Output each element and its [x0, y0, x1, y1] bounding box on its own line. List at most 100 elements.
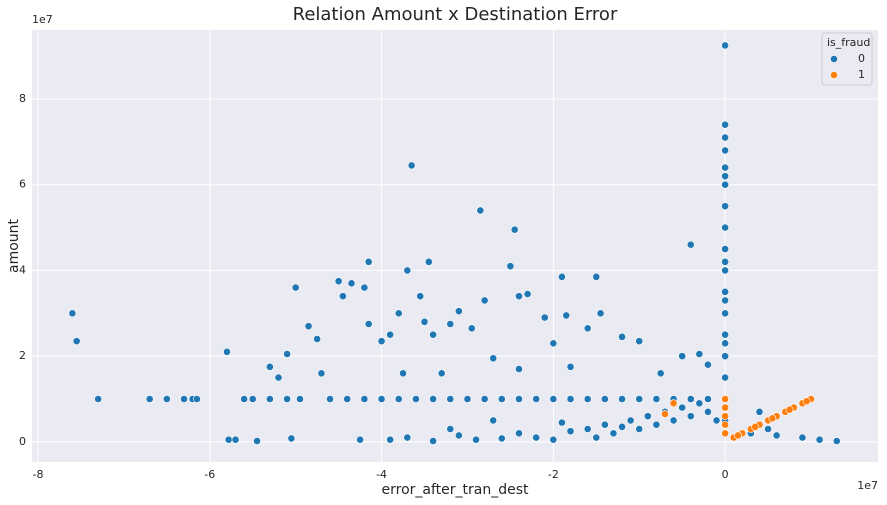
scatter-point — [721, 373, 730, 382]
scatter-point — [532, 433, 541, 442]
scatter-point — [802, 397, 811, 406]
legend-label: 0 — [858, 52, 865, 65]
scatter-point — [721, 395, 730, 403]
scatter-point — [343, 395, 352, 403]
scatter-point — [463, 395, 472, 403]
scatter-point — [721, 266, 730, 275]
scatter-point — [334, 277, 343, 286]
scatter-point — [678, 352, 687, 361]
scatter-point — [248, 395, 257, 403]
scatter-point — [721, 133, 730, 142]
scatter-point — [446, 395, 455, 403]
scatter-point — [291, 283, 300, 292]
scatter-point — [283, 350, 291, 358]
scatter-point — [635, 395, 644, 403]
scatter-point — [721, 41, 730, 50]
scatter-point — [313, 335, 322, 343]
scatter-point — [532, 395, 541, 403]
scatter-point — [721, 223, 730, 232]
scatter-point — [446, 320, 455, 328]
scatter-point — [785, 405, 794, 414]
legend: is_fraud 0 1 — [821, 32, 873, 86]
scatter-point — [751, 422, 760, 431]
scatter-point — [145, 395, 154, 403]
scatter-point — [403, 266, 412, 275]
scatter-point — [296, 395, 304, 403]
scatter-point — [686, 412, 695, 421]
scatter-point — [377, 395, 386, 403]
scatter-point — [721, 420, 730, 429]
scatter-point — [467, 324, 476, 333]
scatter-point — [437, 369, 446, 378]
scatter-point — [549, 339, 558, 348]
scatter-point — [360, 283, 369, 292]
scatter-point — [832, 437, 841, 445]
scatter-point — [686, 395, 695, 403]
scatter-point — [721, 352, 730, 361]
y-tick-label: 8 — [19, 92, 26, 105]
scatter-point — [686, 240, 695, 249]
x-tick-label: -8 — [33, 468, 44, 481]
x-offset-label: 1e7 — [857, 479, 878, 492]
scatter-point — [231, 435, 240, 444]
scatter-point — [764, 425, 772, 433]
scatter-point — [489, 354, 498, 363]
scatter-point — [583, 324, 592, 333]
scatter-point — [669, 416, 678, 425]
scatter-point — [704, 407, 712, 416]
scatter-point — [377, 337, 386, 346]
scatter-point — [540, 313, 549, 322]
scatter-point — [734, 431, 742, 440]
scatter-point — [635, 425, 644, 433]
scatter-point — [549, 395, 558, 403]
x-tick-label: -6 — [204, 468, 215, 481]
scatter-point — [772, 431, 781, 440]
scatter-point — [652, 420, 661, 429]
scatter-point — [596, 309, 605, 318]
chart-title: Relation Amount x Destination Error — [293, 4, 618, 25]
legend-marker — [830, 55, 838, 63]
scatter-point — [609, 429, 618, 438]
scatter-point — [721, 403, 730, 412]
scatter-point — [583, 425, 592, 433]
y-offset-label: 1e7 — [32, 13, 53, 26]
scatter-point — [399, 369, 407, 378]
scatter-point — [416, 292, 425, 301]
scatter-point — [600, 395, 609, 403]
scatter-point — [304, 322, 313, 331]
scatter-point — [480, 296, 489, 305]
scatter-point — [94, 395, 103, 403]
scatter-point — [394, 309, 403, 318]
x-tick-label: -4 — [376, 468, 387, 481]
scatter-point — [549, 435, 558, 444]
scatter-point — [223, 347, 231, 356]
scatter-point — [600, 420, 609, 429]
scatter-point — [407, 161, 416, 170]
scatter-point — [635, 337, 644, 346]
scatter-point — [253, 437, 261, 445]
x-tick-label: 0 — [722, 468, 729, 481]
scatter-point — [515, 292, 523, 301]
scatter-point — [704, 360, 712, 369]
scatter-point — [162, 395, 171, 403]
scatter-point — [68, 309, 77, 318]
legend-marker — [830, 71, 838, 79]
scatter-point — [403, 433, 412, 442]
scatter-point — [429, 395, 437, 403]
scatter-point — [656, 369, 665, 378]
scatter-point — [480, 395, 489, 403]
scatter-point — [583, 395, 592, 403]
y-tick-label: 4 — [19, 263, 26, 276]
y-tick-label: 6 — [19, 178, 26, 191]
scatter-point — [592, 272, 601, 281]
scatter-point — [721, 172, 730, 181]
plot-area — [32, 30, 878, 462]
scatter-point — [721, 296, 730, 305]
scatter-point — [412, 395, 420, 403]
scatter-point — [558, 418, 566, 427]
scatter-point — [712, 416, 721, 425]
scatter-point — [360, 395, 369, 403]
scatter-point — [815, 435, 824, 444]
scatter-point — [721, 412, 730, 421]
scatter-point — [274, 373, 283, 382]
